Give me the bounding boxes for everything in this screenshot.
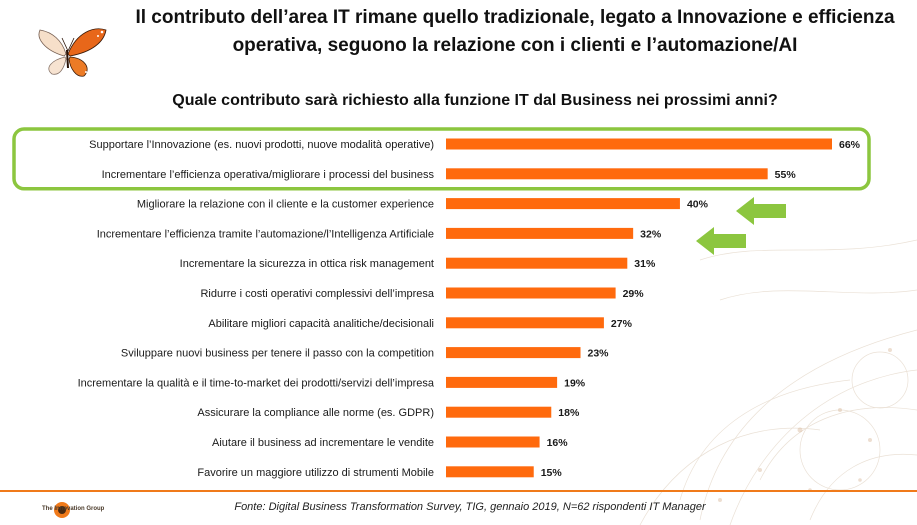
value-label: 19%	[564, 377, 586, 389]
bar	[446, 168, 768, 180]
category-label: Ridurre i costi operativi complessivi de…	[200, 288, 434, 300]
category-label: Sviluppare nuovi business per tenere il …	[121, 348, 434, 360]
arrow-left-icon	[736, 197, 786, 225]
value-label: 16%	[547, 437, 569, 449]
value-label: 55%	[775, 169, 797, 181]
bar	[446, 436, 540, 448]
value-label: 18%	[558, 407, 580, 419]
value-label: 23%	[588, 348, 610, 360]
bar	[446, 347, 581, 359]
company-logo-icon	[54, 502, 70, 518]
category-label: Migliorare la relazione con il cliente e…	[137, 199, 434, 211]
bar	[446, 198, 680, 210]
category-label: Assicurare la compliance alle norme (es.…	[197, 407, 434, 419]
highlight-box	[12, 127, 871, 191]
bar	[446, 227, 634, 239]
category-label: Abilitare migliori capacità analitiche/d…	[208, 318, 434, 330]
value-label: 31%	[634, 258, 656, 270]
value-label: 15%	[541, 467, 563, 479]
bar	[446, 317, 604, 329]
value-label: 29%	[623, 288, 645, 300]
chart-title: Quale contributo sarà richiesto alla fun…	[172, 92, 778, 109]
category-label: Supportare l’Innovazione (es. nuovi prod…	[89, 139, 434, 151]
value-label: 32%	[640, 228, 662, 240]
bar	[446, 406, 552, 418]
bar	[446, 257, 628, 269]
category-label: Favorire un maggiore utilizzo di strumen…	[197, 467, 434, 479]
bar	[446, 466, 534, 478]
value-label: 40%	[687, 199, 709, 211]
page-title: Il contributo dell’area IT rimane quello…	[135, 7, 895, 56]
value-label: 66%	[839, 139, 861, 151]
value-label: 27%	[611, 318, 633, 330]
company-logo-text: The Innovation Group	[42, 506, 105, 512]
category-label: Incrementare l’efficienza tramite l’auto…	[97, 228, 434, 240]
category-label: Aiutare il business ad incrementare le v…	[212, 437, 434, 449]
category-label: Incrementare l’efficienza operativa/migl…	[102, 169, 435, 181]
source-note: Fonte: Digital Business Transformation S…	[234, 501, 706, 513]
butterfly-icon	[38, 28, 107, 77]
category-label: Incrementare la sicurezza in ottica risk…	[180, 258, 434, 270]
bar	[446, 376, 558, 388]
bar	[446, 138, 832, 150]
category-label: Incrementare la qualità e il time-to-mar…	[78, 377, 435, 389]
bar	[446, 287, 616, 299]
arrow-left-icon	[696, 227, 746, 255]
